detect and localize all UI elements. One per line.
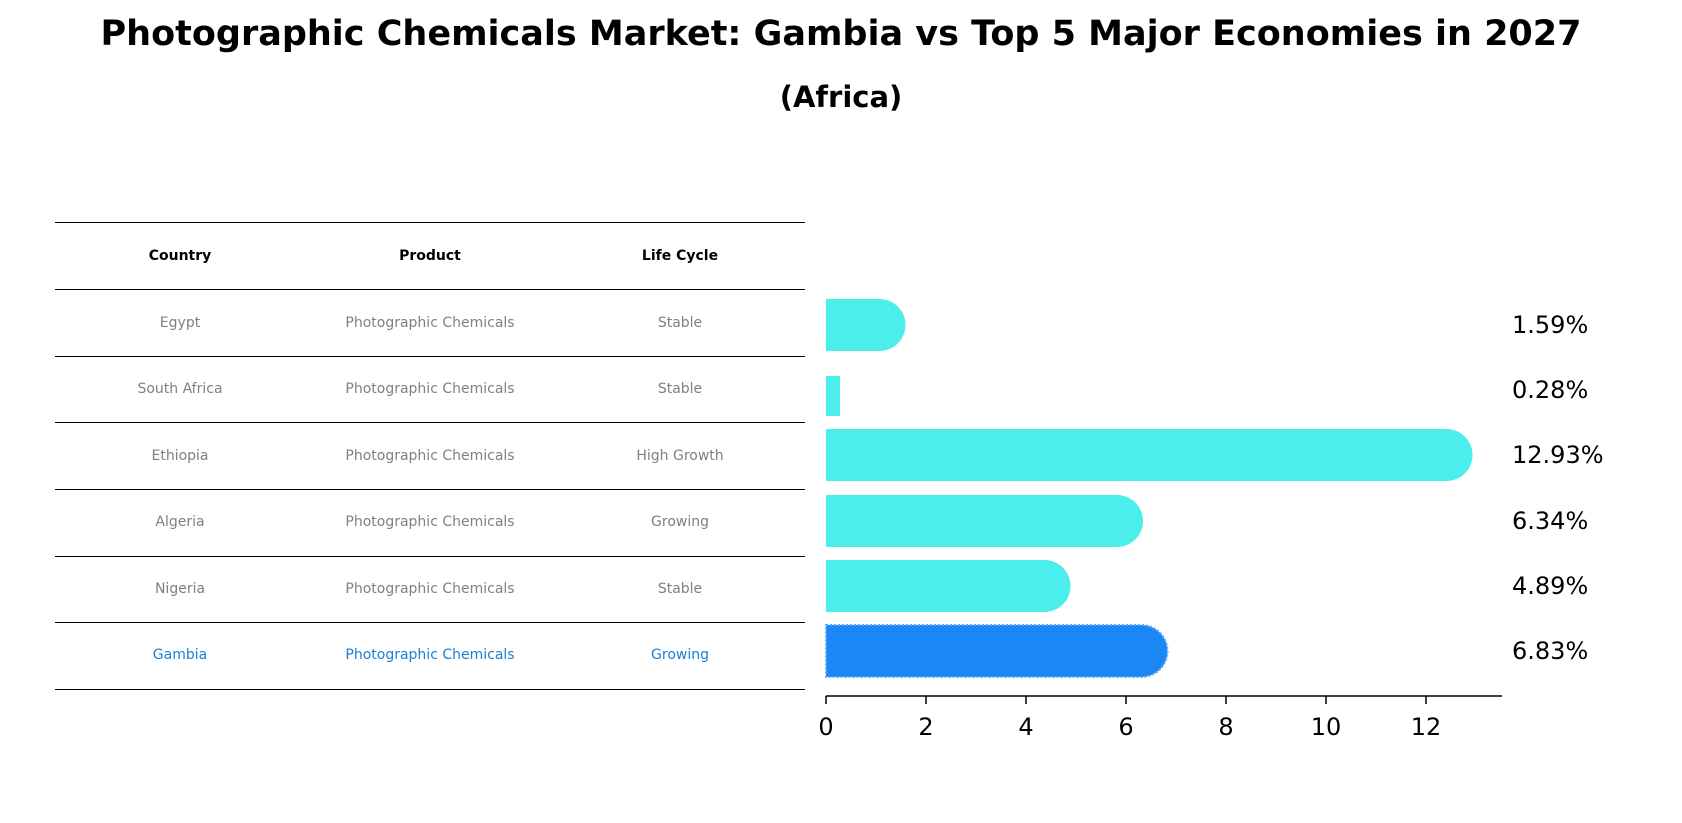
header-life-cycle: Life Cycle [641,248,719,264]
x-tick-label: 12 [1411,713,1442,741]
cell-product: Photographic Chemicals [345,581,515,597]
cell-product: Photographic Chemicals [345,381,515,397]
cell-country: South Africa [137,381,223,397]
cell-country: Ethiopia [151,448,209,464]
table-rule [55,556,805,557]
table-rule [55,622,805,623]
cell-product: Photographic Chemicals [345,448,515,464]
x-tick-label: 4 [1018,713,1033,741]
cell-life-cycle: Growing [651,514,709,530]
cell-country: Egypt [159,315,201,331]
chart-subtitle: (Africa) [779,80,903,114]
x-tick-label: 10 [1311,713,1342,741]
bar [826,376,840,416]
cell-life-cycle: High Growth [636,448,724,464]
bar-shape [826,560,1071,612]
table-rule [55,489,805,490]
cell-life-cycle: Stable [657,581,703,597]
table-rule [55,689,805,690]
x-tick-label: 8 [1218,713,1233,741]
cell-life-cycle: Stable [657,381,703,397]
chart-title: Photographic Chemicals Market: Gambia vs… [100,14,1582,54]
bar-highlight [825,624,1169,678]
value-label: 6.83% [1512,637,1588,665]
header-product: Product [399,248,461,264]
cell-country: Nigeria [154,581,206,597]
bar-shape [825,624,1169,678]
cell-life-cycle: Stable [657,315,703,331]
value-label: 12.93% [1512,441,1604,469]
x-tick-label: 2 [918,713,933,741]
cell-product: Photographic Chemicals [345,514,515,530]
cell-life-cycle-highlight: Growing [651,647,709,663]
value-label: 4.89% [1512,572,1588,600]
x-tick-label: 0 [818,713,833,741]
x-tick-label: 6 [1118,713,1133,741]
cell-country: Algeria [155,514,205,530]
table-rule [55,222,805,223]
bar [826,495,1143,547]
bar-shape [826,299,906,351]
table-rule [55,289,805,290]
header-country: Country [148,248,212,264]
table-rule [55,422,805,423]
bar [826,299,906,351]
value-label: 0.28% [1512,376,1588,404]
cell-product-highlight: Photographic Chemicals [345,647,515,663]
cell-product: Photographic Chemicals [345,315,515,331]
bar-shape [826,495,1143,547]
value-label: 1.59% [1512,311,1588,339]
bar [826,429,1473,481]
bar-shape [826,429,1473,481]
bar [826,560,1071,612]
value-label: 6.34% [1512,507,1588,535]
bar-shape [826,376,840,416]
cell-country-highlight: Gambia [152,647,208,663]
table-rule [55,356,805,357]
